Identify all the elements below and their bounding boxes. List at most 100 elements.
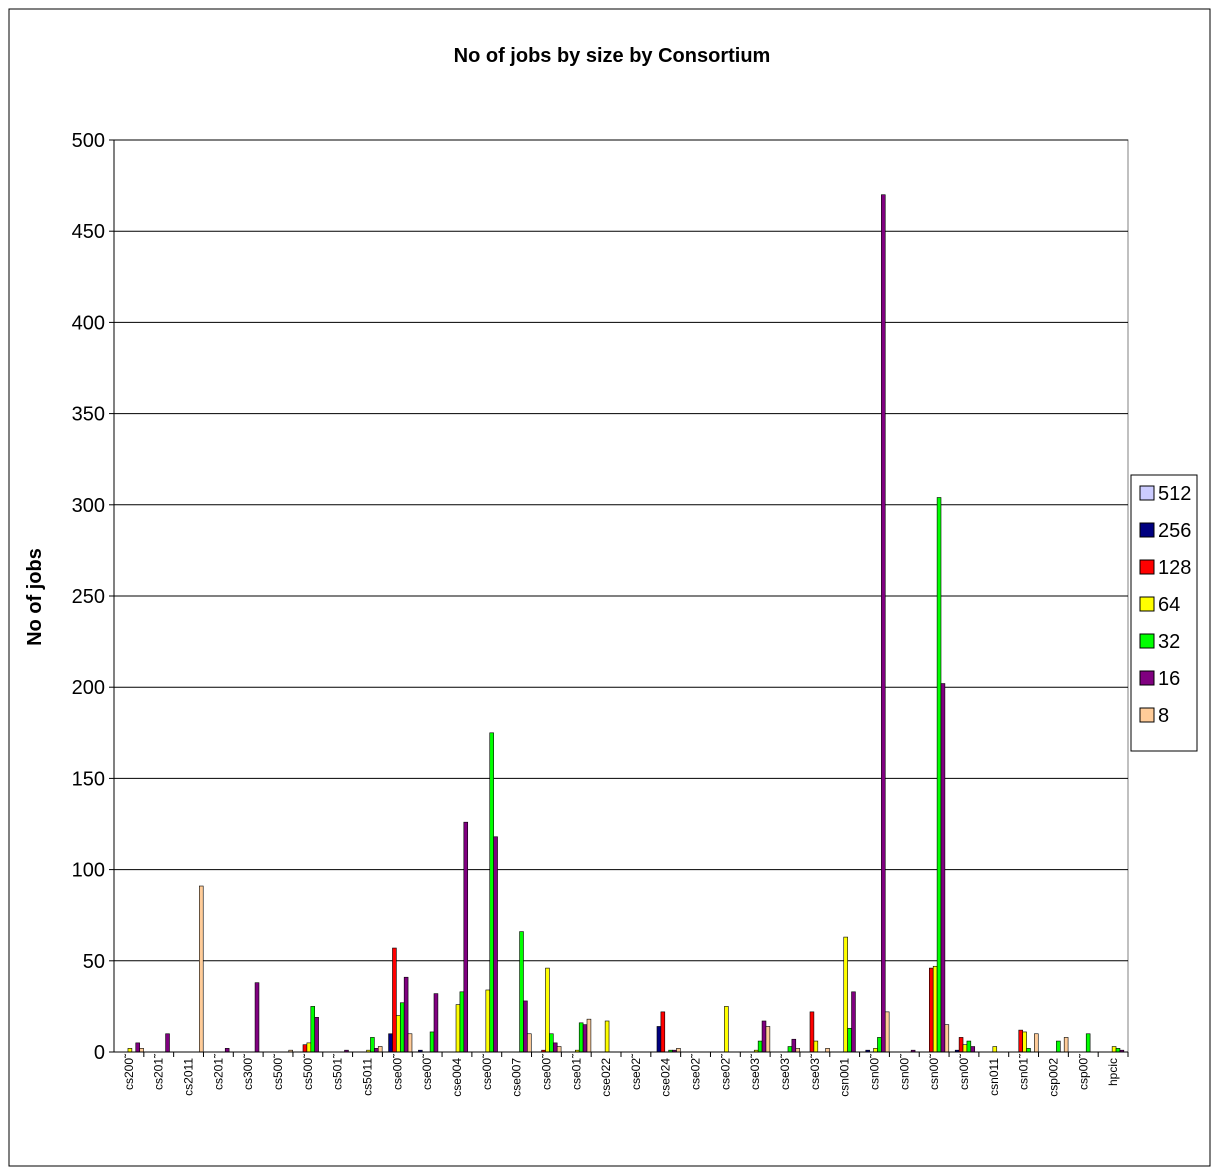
bar-cse002-256 — [388, 1033, 393, 1053]
bar-cse030-16 — [761, 1020, 767, 1053]
bar-cs2010-16 — [165, 1033, 170, 1053]
bar-cse024-128 — [660, 1011, 666, 1053]
x-tick-label: csn001 — [838, 1058, 852, 1097]
legend-swatch-8 — [1139, 707, 1155, 723]
bar-csp003-32 — [1085, 1033, 1091, 1053]
legend-swatch-64 — [1139, 596, 1155, 612]
x-tick-label: cse00̃ — [539, 1053, 553, 1090]
bar-cse013-8 — [586, 1018, 592, 1053]
bar-csn015-64 — [1022, 1031, 1027, 1053]
legend-swatch-128 — [1139, 559, 1155, 575]
bar-cse013-16 — [582, 1024, 588, 1053]
bar-cs5011-16 — [374, 1048, 379, 1053]
x-tick-label: cs500̃ — [271, 1053, 285, 1090]
x-tick-label: cs201̃ — [152, 1053, 166, 1090]
bar-csn001-16 — [851, 991, 856, 1053]
bars — [127, 194, 1125, 1053]
bar-csn006-32 — [936, 497, 942, 1053]
bar-cse002-128 — [392, 947, 397, 1053]
y-tick-label: 300 — [72, 495, 105, 517]
bar-cse002-16 — [403, 976, 409, 1053]
x-tick-label: cs501̃ — [331, 1053, 345, 1090]
bar-csn006-128 — [928, 967, 934, 1053]
bar-csn015-32 — [1026, 1048, 1031, 1053]
bar-cse009-8 — [556, 1046, 562, 1053]
bar-csn001-64 — [843, 936, 848, 1053]
x-tick-label: cse004 — [450, 1058, 464, 1097]
bar-cs2009-16 — [135, 1042, 140, 1053]
legend-label-8: 8 — [1158, 705, 1169, 727]
bar-cs5007-128 — [302, 1044, 308, 1053]
y-tick-label: 150 — [72, 768, 105, 790]
y-tick-label: 100 — [72, 860, 105, 882]
x-tick-label: cse00̃ — [480, 1053, 494, 1090]
bar-csn015-128 — [1018, 1029, 1023, 1053]
legend-swatch-512 — [1139, 485, 1155, 501]
bar-csn003-8 — [884, 1011, 890, 1053]
bar-cse009-32 — [549, 1033, 554, 1053]
bar-hpcic-32 — [1115, 1048, 1121, 1053]
x-tick-label: cse03̃ — [778, 1053, 792, 1090]
y-tick-label: 450 — [72, 221, 105, 243]
bar-cse007-32 — [519, 931, 524, 1053]
bar-cs5007-32 — [310, 1006, 315, 1053]
legend-label-256: 256 — [1158, 520, 1191, 542]
legend-swatch-16 — [1139, 670, 1155, 686]
bar-csn006-16 — [940, 683, 946, 1053]
y-tick-label: 250 — [72, 586, 105, 608]
x-tick-label: csn00̃ — [927, 1053, 941, 1090]
legend-label-512: 512 — [1158, 483, 1191, 505]
bar-cs2016-16 — [224, 1048, 230, 1053]
bar-cs2009-8 — [139, 1048, 144, 1053]
bar-csn001-32 — [847, 1027, 852, 1053]
bar-cse033-32 — [787, 1046, 793, 1053]
bar-cse006-32 — [489, 732, 494, 1053]
x-tick-label: cs201̃ — [211, 1053, 225, 1090]
bar-csn009-32 — [966, 1040, 972, 1053]
x-tick-label: cse02̃ — [629, 1053, 643, 1090]
bar-cse004-32 — [459, 991, 465, 1053]
y-tick-label: 50 — [83, 951, 105, 973]
bar-cse002-64 — [396, 1015, 401, 1053]
bar-csn009-64 — [962, 1044, 968, 1053]
bar-cse022-64 — [604, 1020, 610, 1053]
x-tick-label: cs300̃ — [241, 1053, 255, 1090]
x-tick-label: cs200̃ — [122, 1053, 136, 1090]
y-tick-label: 200 — [72, 677, 105, 699]
bar-cse004-16 — [463, 821, 469, 1053]
bar-cse035-8 — [825, 1048, 830, 1053]
y-tick-label: 400 — [72, 312, 105, 334]
bar-csn009-128 — [958, 1037, 964, 1053]
legend: 512 256 128 64 32 16 8 — [1130, 474, 1198, 752]
bar-csn003-64 — [873, 1048, 878, 1053]
legend-label-128: 128 — [1158, 557, 1191, 579]
bar-cse035-64 — [813, 1040, 819, 1053]
y-tick-label: 500 — [72, 130, 105, 152]
bar-cse004-64 — [455, 1004, 461, 1053]
x-tick-label: cse00̃ — [390, 1053, 404, 1090]
bar-cs3003-16 — [254, 982, 260, 1053]
legend-swatch-32 — [1139, 633, 1155, 649]
bar-csn006-64 — [932, 965, 938, 1053]
bar-cs5007-16 — [314, 1017, 319, 1053]
gridlines — [114, 139, 1128, 962]
bar-cse024-256 — [656, 1026, 662, 1053]
bar-csn006-8 — [944, 1024, 950, 1053]
x-tick-label: csp00̃ — [1076, 1053, 1090, 1090]
bar-csn015-8 — [1034, 1033, 1039, 1053]
x-axis-ticks: cs200̃ cs201̃ cs2011 cs201̃ cs300̃ cs500̃ cs50… — [122, 1052, 1129, 1097]
legend-label-32: 32 — [1158, 631, 1180, 653]
x-tick-label: cse01̃ — [569, 1053, 583, 1090]
bar-cse007-16 — [523, 1000, 528, 1053]
bar-cs5011-32 — [370, 1037, 375, 1053]
x-tick-label: csn00̃ — [897, 1053, 911, 1090]
x-tick-label: csn01̃ — [1017, 1053, 1031, 1090]
bar-cse026-64 — [724, 1006, 729, 1053]
x-tick-label: cse03̃ — [748, 1053, 762, 1090]
bar-cs2011-8 — [199, 885, 204, 1053]
x-tick-label: cse02̃ — [689, 1053, 703, 1090]
y-tick-label: 0 — [94, 1042, 105, 1064]
bar-cs5007-64 — [306, 1042, 312, 1053]
bar-cse035-128 — [809, 1011, 815, 1053]
